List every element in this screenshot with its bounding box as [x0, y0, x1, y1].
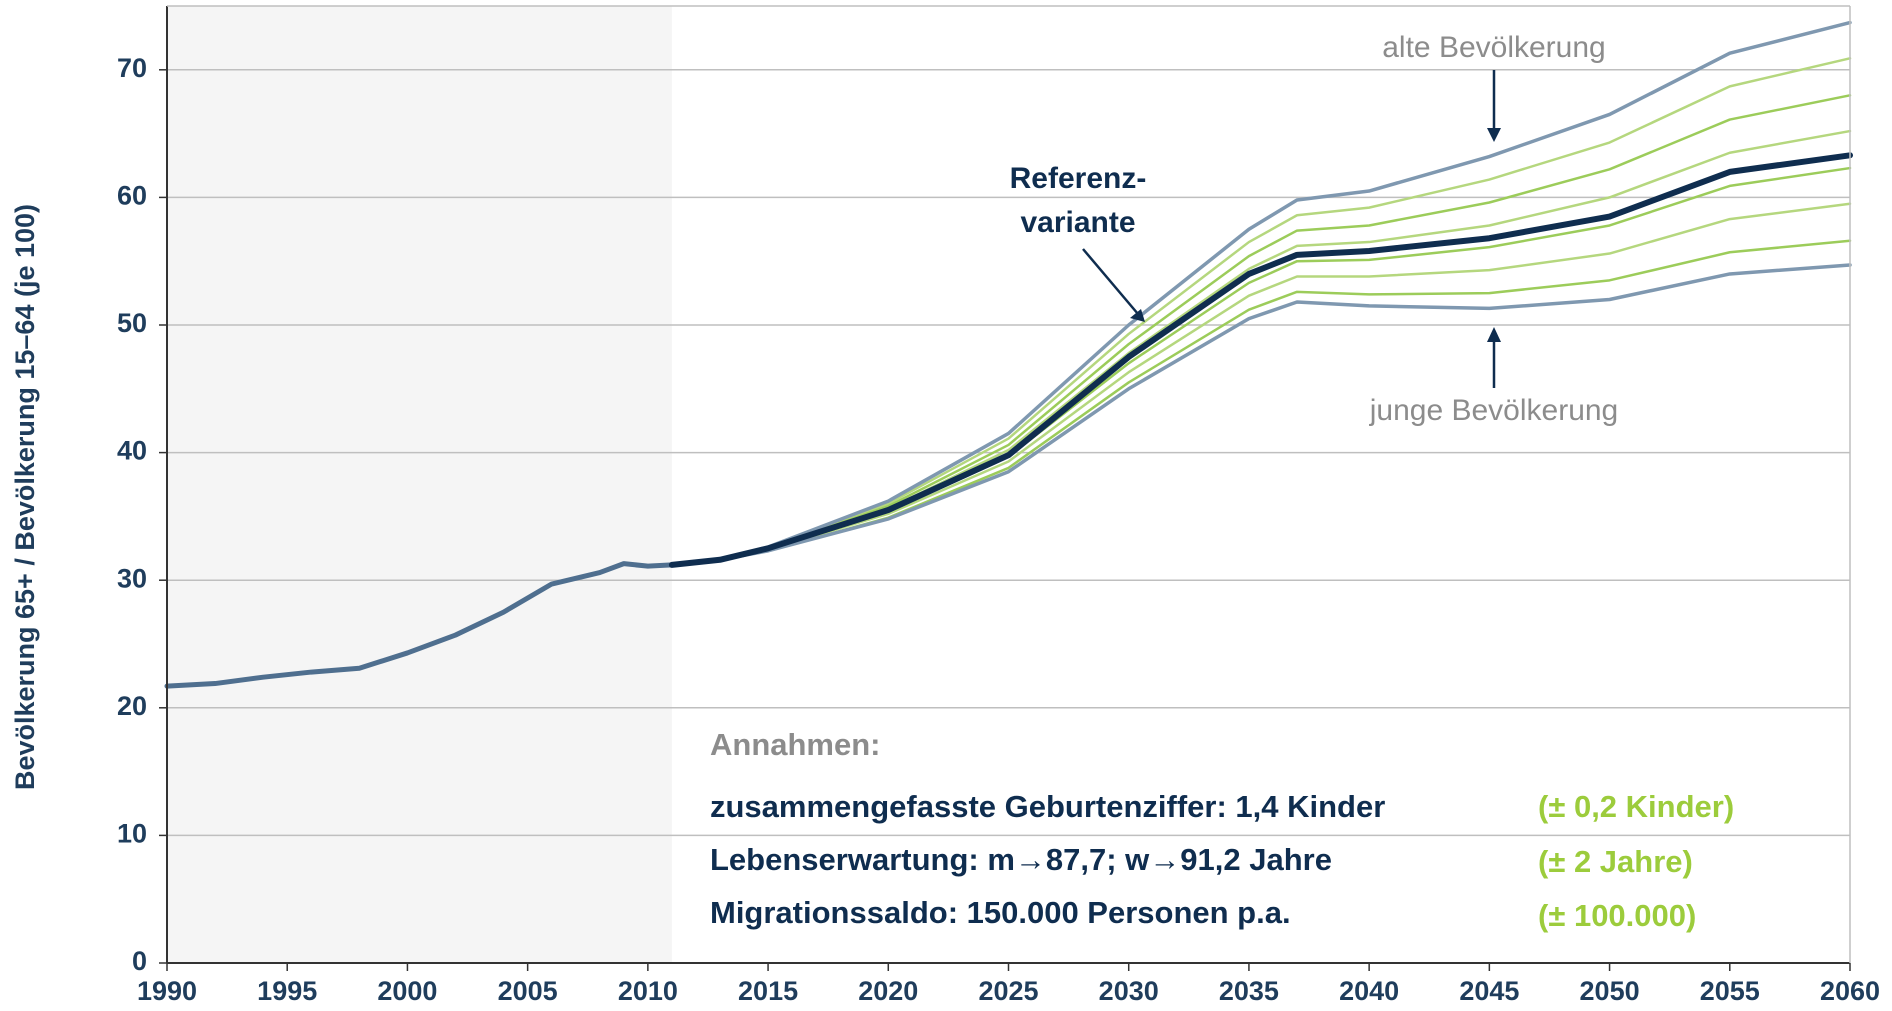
- x-tick-label: 2020: [858, 976, 918, 1006]
- background-layer: [167, 6, 672, 963]
- x-tick-label: 2035: [1219, 976, 1279, 1006]
- series-line: [670, 94, 1852, 567]
- x-tick-label: 1990: [137, 976, 197, 1006]
- y-tick-label: 70: [117, 53, 147, 83]
- x-tick-label: 2055: [1700, 976, 1760, 1006]
- series-line: [670, 20, 1852, 567]
- y-tick-label: 20: [117, 691, 147, 721]
- x-tick-label: 2060: [1820, 976, 1880, 1006]
- y-tick-label: 60: [117, 181, 147, 211]
- series-line: [670, 129, 1852, 567]
- x-tick-label: 2025: [978, 976, 1038, 1006]
- reference-label: Referenz-: [1010, 162, 1147, 195]
- y-tick-label: 50: [117, 308, 147, 338]
- x-tick-label: 1995: [257, 976, 317, 1006]
- old-label: alte Bevölkerung: [1382, 31, 1605, 64]
- lines-layer: [164, 20, 1853, 689]
- x-tick-label: 2010: [618, 976, 678, 1006]
- series-line: [668, 152, 1853, 568]
- series-line: [670, 202, 1852, 567]
- assumption: Lebenserwartung: m→87,7; w→91,2 Jahre: [710, 842, 1332, 877]
- arrow-head: [1130, 309, 1145, 322]
- y-axis-label: Bevölkerung 65+ / Bevölkerung 15–64 (je …: [10, 204, 40, 790]
- history-shade: [167, 6, 672, 963]
- x-tick-label: 2030: [1099, 976, 1159, 1006]
- series-line: [164, 561, 675, 689]
- young-label: junge Bevölkerung: [1369, 394, 1619, 427]
- assumptions-title: Annahmen:: [710, 727, 881, 762]
- assumption: zusammengefasste Geburtenziffer: 1,4 Kin…: [710, 789, 1385, 824]
- reference-label: variante: [1020, 206, 1135, 239]
- x-tick-label: 2015: [738, 976, 798, 1006]
- y-tick-label: 40: [117, 436, 147, 466]
- arrow-head: [1487, 327, 1501, 342]
- assumption: Migrationssaldo: 150.000 Personen p.a.: [710, 895, 1291, 930]
- assumption-range: (± 100.000): [1538, 898, 1696, 933]
- y-tick-label: 30: [117, 563, 147, 593]
- arrow: [1082, 248, 1139, 315]
- x-tick-label: 2050: [1580, 976, 1640, 1006]
- assumption-range: (± 2 Jahre): [1538, 844, 1693, 879]
- series-line: [670, 166, 1852, 567]
- arrow-head: [1487, 128, 1501, 142]
- y-tick-label: 0: [132, 946, 147, 976]
- x-tick-label: 2000: [377, 976, 437, 1006]
- assumption-range: (± 0,2 Kinder): [1538, 789, 1734, 824]
- series-line: [670, 57, 1852, 567]
- x-tick-label: 2040: [1339, 976, 1399, 1006]
- x-tick-label: 2045: [1459, 976, 1519, 1006]
- x-tick-label: 2005: [498, 976, 558, 1006]
- y-tick-label: 10: [117, 819, 147, 849]
